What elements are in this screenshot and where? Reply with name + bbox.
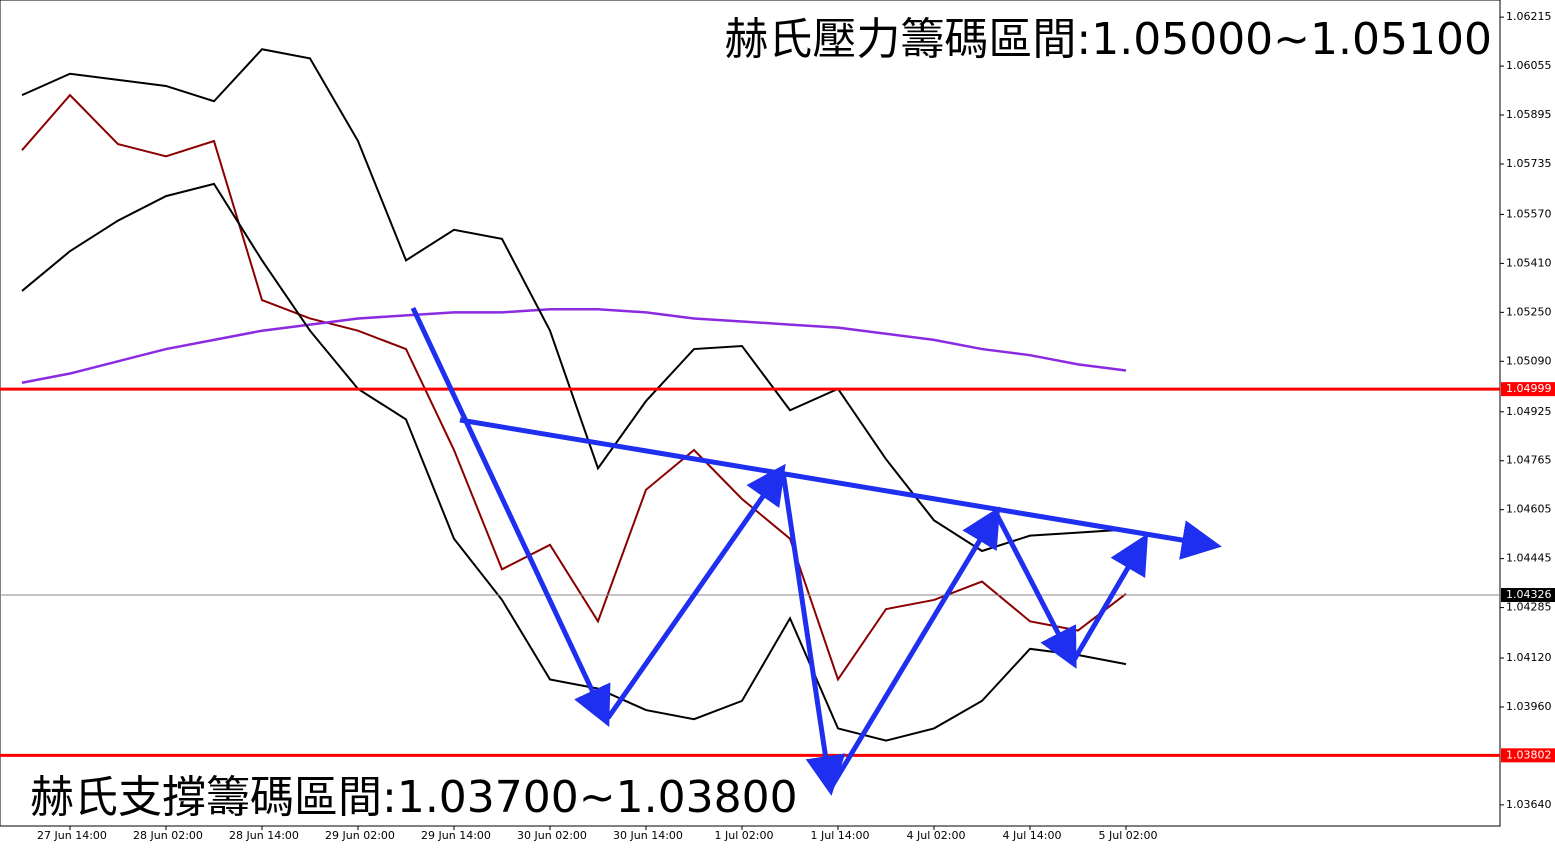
y-tick-label: 1.04445: [1506, 552, 1552, 565]
y-tick-label: 1.05735: [1506, 157, 1552, 170]
y-tick-label: 1.05895: [1506, 108, 1552, 121]
y-tick-label: 1.04765: [1506, 454, 1552, 467]
x-tick-label: 29 Jun 14:00: [421, 829, 491, 842]
x-tick-label: 4 Jul 14:00: [1003, 829, 1062, 842]
x-tick-label: 30 Jun 14:00: [613, 829, 683, 842]
y-tick-label: 1.03960: [1506, 700, 1552, 713]
y-tick-label: 1.04605: [1506, 503, 1552, 516]
price-line: [21, 308, 1127, 384]
level-label-box: [1501, 748, 1555, 763]
x-tick-label: 28 Jun 14:00: [229, 829, 299, 842]
level-label: 1.04999: [1506, 382, 1552, 395]
x-tick-label: 28 Jun 02:00: [133, 829, 203, 842]
level-label-box: [1501, 382, 1555, 397]
x-tick-label: 1 Jul 14:00: [811, 829, 870, 842]
y-tick-label: 1.04120: [1506, 651, 1552, 664]
x-tick-label: 1 Jul 02:00: [715, 829, 774, 842]
trend-arrows: [410, 306, 1222, 796]
y-tick-label: 1.06055: [1506, 59, 1552, 72]
x-tick-label: 4 Jul 02:00: [907, 829, 966, 842]
plot-frame: [0, 0, 1501, 827]
x-tick-label: 27 Jun 14:00: [37, 829, 107, 842]
price-line: [21, 93, 1127, 682]
y-tick-label: 1.06215: [1506, 10, 1552, 23]
level-label: 1.03802: [1506, 748, 1552, 761]
support-annotation: 赫氏支撐籌碼區間:1.03700~1.03800: [30, 772, 798, 823]
resistance-annotation: 赫氏壓力籌碼區間:1.05000~1.05100: [724, 14, 1492, 65]
y-tick-label: 1.04925: [1506, 405, 1552, 418]
level-label: 1.04326: [1506, 588, 1552, 601]
y-tick-label: 1.05090: [1506, 354, 1552, 367]
y-tick-label: 1.04285: [1506, 601, 1552, 614]
x-tick-label: 29 Jun 02:00: [325, 829, 395, 842]
price-line: [21, 182, 1127, 742]
x-tick-label: 30 Jun 02:00: [517, 829, 587, 842]
y-tick-label: 1.05250: [1506, 305, 1552, 318]
y-tick-label: 1.03640: [1506, 798, 1552, 811]
y-tick-label: 1.05410: [1506, 256, 1552, 269]
level-label-box: [1501, 588, 1555, 603]
y-tick-label: 1.05570: [1506, 207, 1552, 220]
x-tick-label: 5 Jul 02:00: [1099, 829, 1158, 842]
price-line: [21, 48, 1127, 553]
